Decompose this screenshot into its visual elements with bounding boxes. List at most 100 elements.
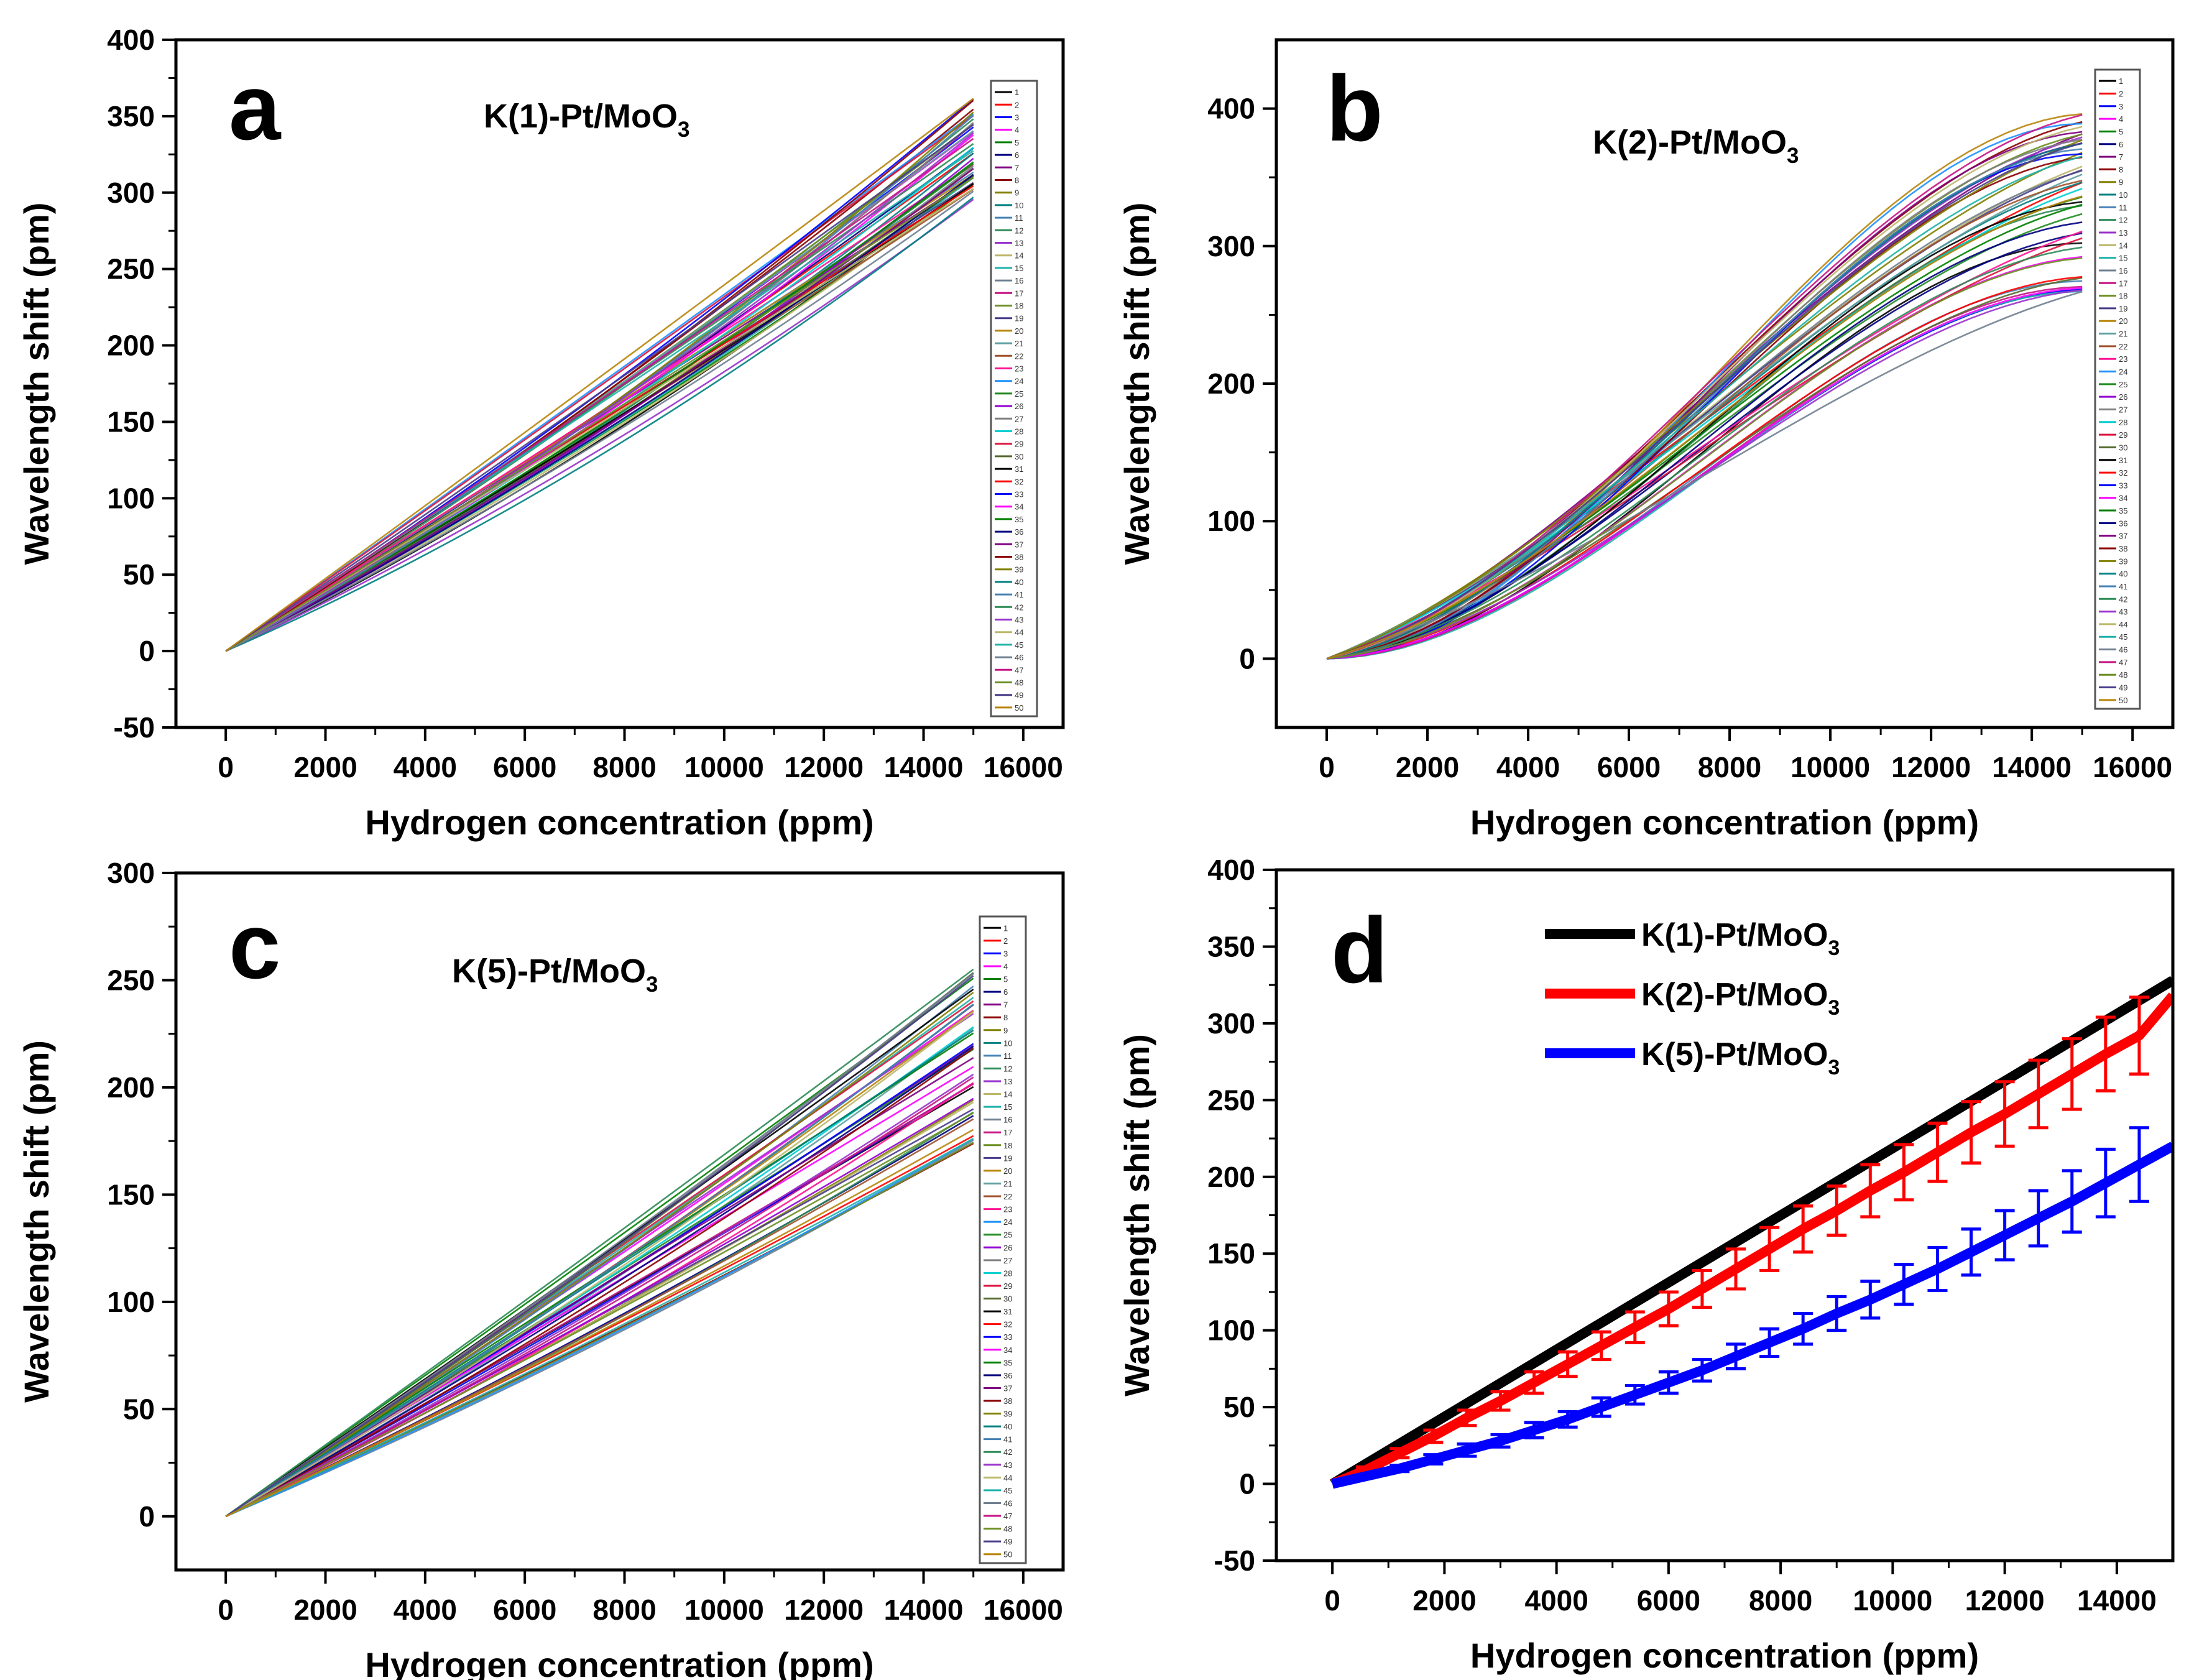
legend-entry: 42 bbox=[1003, 1447, 1012, 1457]
legend-entry: 42 bbox=[1015, 602, 1023, 612]
legend-entry: 10 bbox=[1015, 201, 1023, 210]
series-line-35 bbox=[1326, 203, 2083, 660]
series-line-47 bbox=[225, 1076, 974, 1517]
legend-entry: 9 bbox=[2119, 178, 2123, 187]
legend-entry: 22 bbox=[2119, 342, 2127, 351]
y-tick-label: 50 bbox=[123, 558, 155, 591]
legend-entry: 49 bbox=[2119, 683, 2127, 693]
x-tick-label: 6000 bbox=[1637, 1584, 1700, 1617]
legend-entry: 50 bbox=[2119, 696, 2127, 705]
x-tick-label: 10000 bbox=[684, 751, 764, 783]
y-tick-label: 200 bbox=[1207, 367, 1255, 400]
x-tick-label: 12000 bbox=[1891, 751, 1971, 783]
legend-entry-main: K(2)-Pt/MoO bbox=[1641, 977, 1828, 1013]
legend-entry: 50 bbox=[1003, 1550, 1012, 1559]
legend-entry: 19 bbox=[2119, 304, 2127, 313]
legend-entry: 15 bbox=[1003, 1102, 1012, 1112]
x-tick-label: 4000 bbox=[1496, 751, 1560, 783]
y-tick-label: -50 bbox=[1214, 1544, 1255, 1577]
legend-entry: 36 bbox=[2119, 519, 2127, 528]
panel-title-main: K(1)-Pt/MoO bbox=[484, 98, 678, 135]
legend-entry: 44 bbox=[2119, 620, 2127, 629]
legend-entry: 39 bbox=[2119, 556, 2127, 566]
legend-entry: 32 bbox=[1003, 1320, 1012, 1329]
x-tick-label: 16000 bbox=[984, 1594, 1063, 1626]
x-tick-label: 2000 bbox=[293, 1594, 357, 1626]
legend-entry: 29 bbox=[1015, 440, 1023, 449]
legend-entry: 19 bbox=[1015, 314, 1023, 323]
legend-entry: 39 bbox=[1015, 565, 1023, 575]
x-tick-label: 2000 bbox=[293, 751, 357, 783]
legend-entry: 2 bbox=[1015, 100, 1019, 109]
legend-entry: 18 bbox=[2119, 292, 2127, 301]
legend-entry: 33 bbox=[1015, 490, 1023, 499]
plot-area-d bbox=[1329, 976, 2173, 1489]
x-tick-label: 14000 bbox=[884, 1594, 964, 1626]
legend-entry: 25 bbox=[1015, 389, 1023, 399]
y-tick-label: 50 bbox=[123, 1393, 155, 1425]
series-line-38 bbox=[225, 1047, 974, 1517]
series-line-24 bbox=[225, 1138, 974, 1517]
chart-panel-b: 0 2000 4000 6000 8000 10000 12000 14000 16000 0 10… bbox=[1117, 38, 2175, 842]
legend-entry: 8 bbox=[2119, 165, 2123, 174]
legend-entry: 2 bbox=[2119, 89, 2123, 98]
legend-entry: 5 bbox=[2119, 127, 2123, 136]
legend-entry: 6 bbox=[2119, 140, 2123, 149]
legend-entry: 22 bbox=[1003, 1192, 1012, 1201]
legend-entry-main: K(1)-Pt/MoO bbox=[1641, 917, 1828, 953]
series-line-37 bbox=[1326, 131, 2083, 660]
x-axis-title: Hydrogen concentration (ppm) bbox=[365, 803, 873, 842]
legend-entry: 17 bbox=[2119, 279, 2127, 288]
plot-area-b bbox=[1326, 113, 2083, 660]
x-tick-label: 2000 bbox=[1396, 751, 1459, 783]
series-line-29 bbox=[225, 114, 974, 652]
series-line-1 bbox=[1329, 976, 2173, 1488]
x-tick-label: 6000 bbox=[1597, 751, 1661, 783]
legend-entry: 38 bbox=[2119, 544, 2127, 553]
x-tick-label: 4000 bbox=[394, 751, 457, 783]
series-line-48 bbox=[225, 177, 974, 652]
legend-entry: 6 bbox=[1015, 150, 1019, 160]
y-tick-label: 250 bbox=[107, 964, 155, 996]
legend-entry: 14 bbox=[2119, 241, 2127, 250]
legend-entry: 16 bbox=[1015, 276, 1023, 285]
panel-title-sub: 3 bbox=[646, 972, 658, 997]
legend-entry: 9 bbox=[1015, 188, 1019, 198]
legend-entry: 43 bbox=[1015, 616, 1023, 625]
legend-entry: 3 bbox=[1015, 113, 1019, 122]
series-line-27 bbox=[225, 972, 974, 1517]
legend-entry: 23 bbox=[1003, 1205, 1012, 1214]
y-tick-label: 150 bbox=[107, 1178, 155, 1211]
legend-entry: 8 bbox=[1015, 176, 1019, 185]
y-tick-label: 250 bbox=[107, 253, 155, 285]
x-tick-label: 0 bbox=[1324, 1584, 1340, 1617]
legend-entry: 28 bbox=[1003, 1268, 1012, 1278]
y-tick-label: 100 bbox=[1207, 1314, 1255, 1347]
legend-entry: 39 bbox=[1003, 1410, 1012, 1419]
series-line-1 bbox=[225, 175, 974, 652]
x-tick-label: 12000 bbox=[1965, 1584, 2045, 1617]
legend-entry: 10 bbox=[1003, 1038, 1012, 1048]
legend: 1234567891011121314151617181920212223242… bbox=[990, 80, 1038, 718]
legend-entry: 45 bbox=[2119, 632, 2127, 642]
legend-entry-sub: 3 bbox=[1828, 1056, 1840, 1079]
legend-entry: 17 bbox=[1015, 288, 1023, 298]
x-tick-label: 12000 bbox=[784, 751, 864, 783]
x-axis-title: Hydrogen concentration (ppm) bbox=[365, 1645, 873, 1680]
legend-entry: 18 bbox=[1003, 1141, 1012, 1150]
legend-entry: 13 bbox=[1015, 239, 1023, 248]
series-line-23 bbox=[1326, 230, 2083, 660]
series-line-48 bbox=[1326, 257, 2083, 660]
legend-entry: 37 bbox=[1003, 1383, 1012, 1393]
legend-entry: 14 bbox=[1003, 1090, 1012, 1099]
y-axis-title: Wavelength shift (pm) bbox=[17, 1040, 56, 1403]
legend-entry: 38 bbox=[1015, 553, 1023, 562]
series-line-24 bbox=[1326, 122, 2083, 660]
legend-entry: 34 bbox=[1003, 1345, 1012, 1355]
series-line-50 bbox=[225, 1128, 974, 1517]
x-axis-title: Hydrogen concentration (ppm) bbox=[1470, 803, 1979, 842]
x-tick-label: 4000 bbox=[1524, 1584, 1588, 1617]
y-tick-label: 400 bbox=[1207, 854, 1255, 886]
legend-entry: 36 bbox=[1015, 527, 1023, 537]
